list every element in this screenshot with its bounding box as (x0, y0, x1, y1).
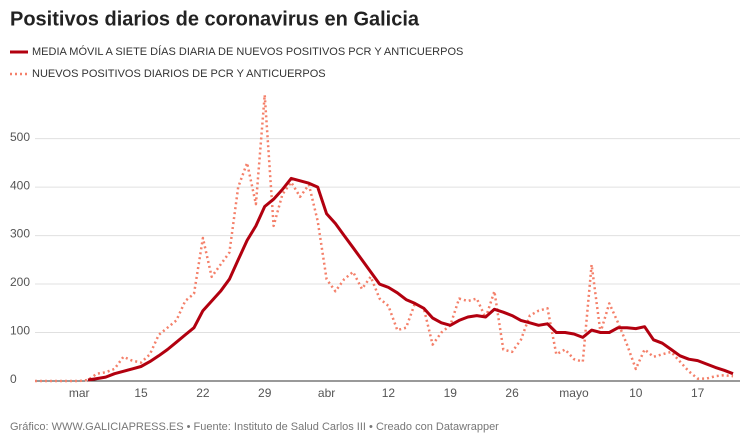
x-tick-label: 17 (691, 386, 705, 400)
x-tick-label: abr (318, 386, 335, 400)
x-tick-label: mar (69, 386, 90, 400)
x-tick-label: 15 (134, 386, 148, 400)
y-tick-label: 0 (10, 372, 17, 386)
chart-title: Positivos diarios de coronavirus en Gali… (10, 8, 420, 30)
x-tick-label: 12 (382, 386, 396, 400)
x-tick-label: mayo (559, 386, 589, 400)
legend-label: MEDIA MÓVIL A SIETE DÍAS DIARIA DE NUEVO… (32, 45, 463, 58)
x-tick-label: 29 (258, 386, 272, 400)
data-line (87, 176, 734, 382)
x-tick-label: 26 (505, 386, 519, 400)
y-tick-label: 400 (10, 178, 30, 192)
data-line (35, 93, 734, 383)
legend-label: NUEVOS POSITIVOS DIARIOS DE PCR Y ANTICU… (32, 68, 326, 80)
y-tick-label: 100 (10, 324, 30, 338)
source: Gráfico: WWW.GALICIAPRESS.ES • Fuente: I… (10, 421, 499, 433)
x-tick-label: 19 (444, 386, 458, 400)
y-tick-label: 300 (10, 227, 30, 241)
x-tick-label: 10 (629, 386, 643, 400)
x-tick-label: 22 (196, 386, 210, 400)
y-tick-label: 200 (10, 275, 30, 289)
y-tick-label: 500 (10, 130, 30, 144)
